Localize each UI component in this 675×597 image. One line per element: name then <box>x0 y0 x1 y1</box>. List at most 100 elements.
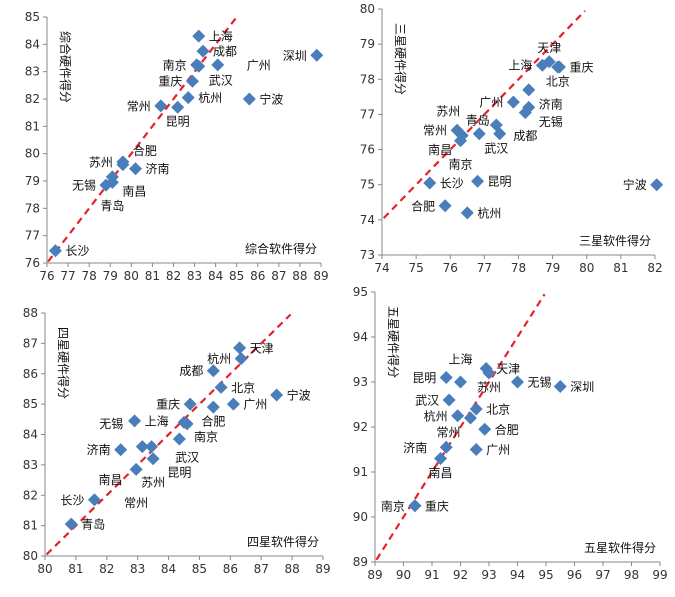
point-label: 重庆 <box>158 75 182 89</box>
data-point <box>408 499 422 513</box>
x-tick-label: 84 <box>208 269 223 283</box>
x-tick-label: 82 <box>647 261 662 275</box>
y-axis-title: 综合硬件得分 <box>58 31 73 103</box>
y-tick-label: 80 <box>360 2 375 16</box>
y-tick-label: 75 <box>360 178 375 192</box>
data-point <box>129 162 143 176</box>
y-tick-label: 90 <box>353 510 368 524</box>
point-label: 上海 <box>145 413 169 428</box>
point-label: 长沙 <box>60 493 84 507</box>
point-label: 深圳 <box>283 49 307 63</box>
point-label: 成都 <box>179 364 203 378</box>
data-point <box>460 206 474 220</box>
data-point <box>454 375 467 389</box>
point-label: 广州 <box>243 398 267 412</box>
point-label: 青岛 <box>100 198 124 213</box>
x-axis-title: 五星软件得分 <box>584 540 656 555</box>
x-tick-label: 82 <box>99 562 114 576</box>
data-point <box>478 422 492 436</box>
point-label: 合肥 <box>201 414 225 429</box>
point-label: 宁波 <box>259 92 283 107</box>
data-point <box>146 452 160 466</box>
y-tick-label: 80 <box>23 549 38 563</box>
data-point <box>310 48 324 62</box>
point-label: 杭州 <box>207 351 231 366</box>
point-label: 济南 <box>539 96 563 111</box>
point-label: 杭州 <box>424 408 448 423</box>
y-axis-title: 五星硬件得分 <box>386 306 401 378</box>
y-tick-label: 78 <box>25 201 40 215</box>
point-label: 广州 <box>479 96 503 110</box>
x-tick-label: 89 <box>367 568 382 582</box>
data-point <box>206 364 220 378</box>
x-axis-title: 三星软件得分 <box>579 233 651 248</box>
x-tick-label: 81 <box>613 261 628 275</box>
x-tick-label: 90 <box>396 568 411 582</box>
x-tick-label: 83 <box>130 562 145 576</box>
point-label: 南昌 <box>429 465 453 480</box>
data-point <box>226 397 240 411</box>
data-point <box>234 352 248 366</box>
data-point <box>522 83 536 97</box>
x-tick-label: 80 <box>579 261 594 275</box>
x-tick-label: 77 <box>60 269 75 283</box>
y-tick-label: 83 <box>25 65 40 79</box>
x-tick-label: 75 <box>408 261 423 275</box>
y-tick-label: 76 <box>360 143 375 157</box>
data-point <box>180 417 194 431</box>
x-tick-label: 81 <box>68 562 83 576</box>
y-tick-label: 77 <box>25 229 40 243</box>
point-label: 济南 <box>146 161 170 176</box>
x-tick-label: 88 <box>284 562 299 576</box>
y-tick-label: 81 <box>25 119 40 133</box>
point-label: 成都 <box>513 129 537 143</box>
point-label: 广州 <box>486 443 510 457</box>
point-label: 宁波 <box>287 388 311 403</box>
data-point <box>185 74 199 88</box>
reference-line-y-equals-x <box>45 313 292 556</box>
scatter-panel-2: 74 75 76 77 78 79 80 81 827374757677787980三星软件得分… <box>360 2 664 275</box>
y-tick-label: 93 <box>353 375 368 389</box>
x-tick-label: 86 <box>250 269 265 283</box>
x-tick-label: 98 <box>624 568 639 582</box>
x-tick-label: 79 <box>545 261 560 275</box>
data-point <box>453 134 467 148</box>
data-point <box>535 58 549 72</box>
point-label: 重庆 <box>425 499 449 513</box>
data-point <box>518 106 532 120</box>
point-label: 北京 <box>231 381 255 395</box>
y-tick-label: 89 <box>353 555 368 569</box>
point-label: 南京 <box>163 57 187 72</box>
point-label: 青岛 <box>81 517 105 532</box>
data-point <box>650 178 664 192</box>
point-label: 天津 <box>496 362 520 376</box>
y-tick-label: 82 <box>23 488 38 502</box>
x-tick-label: 89 <box>315 562 330 576</box>
x-tick-label: 76 <box>443 261 458 275</box>
point-label: 济南 <box>87 442 111 457</box>
x-tick-label: 78 <box>511 261 526 275</box>
x-tick-label: 87 <box>271 269 286 283</box>
point-label: 武汉 <box>175 450 199 464</box>
x-tick-label: 76 <box>39 269 54 283</box>
data-point <box>171 100 185 114</box>
y-tick-label: 83 <box>23 458 38 472</box>
point-label: 无锡 <box>539 114 563 129</box>
point-label: 苏州 <box>89 155 113 169</box>
point-label: 成都 <box>213 45 237 59</box>
point-label: 武汉 <box>209 74 233 88</box>
data-point <box>270 388 284 402</box>
y-tick-label: 87 <box>23 336 38 350</box>
point-label: 长沙 <box>440 176 464 190</box>
point-label: 合肥 <box>411 198 435 213</box>
x-tick-label: 85 <box>229 269 244 283</box>
point-label: 长沙 <box>65 244 89 258</box>
data-point <box>116 158 130 172</box>
data-point <box>233 341 247 355</box>
point-label: 上海 <box>209 29 233 44</box>
data-point <box>489 118 503 132</box>
data-point <box>172 432 186 446</box>
y-tick-label: 82 <box>25 92 40 106</box>
data-point <box>128 414 142 428</box>
data-point <box>438 199 452 213</box>
